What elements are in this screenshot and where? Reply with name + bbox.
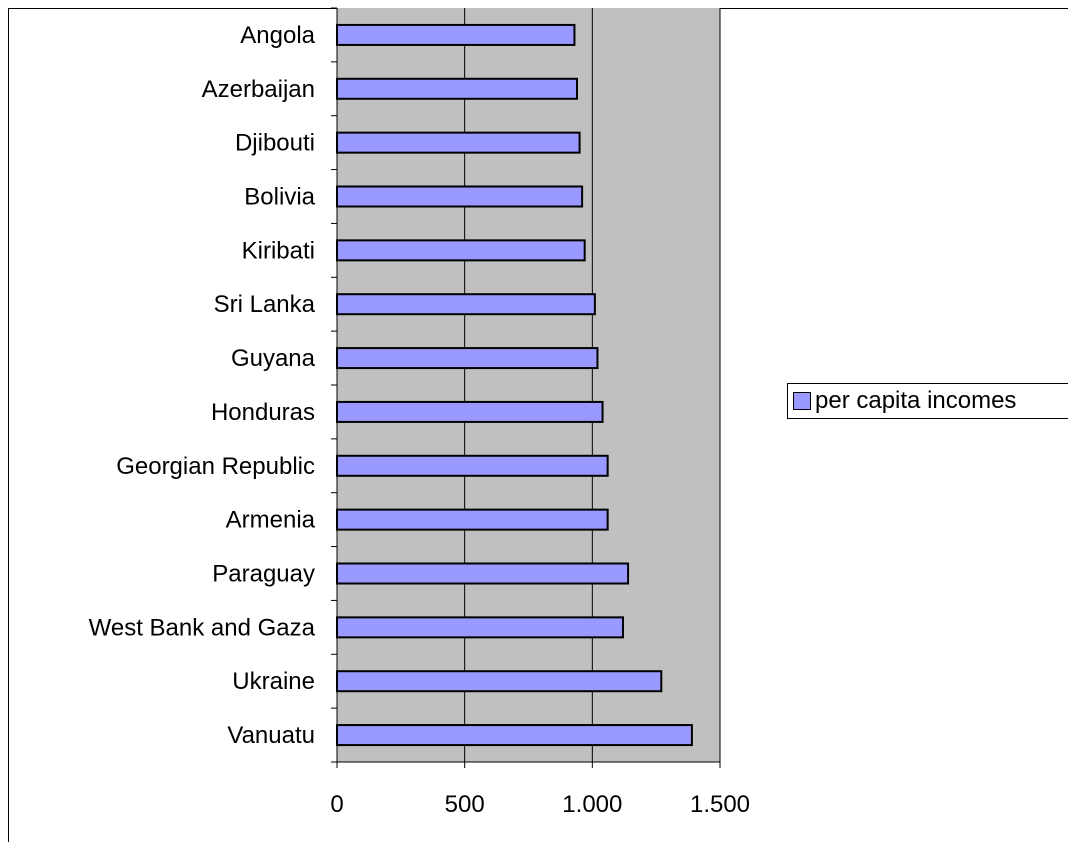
category-label: Djibouti	[235, 130, 315, 157]
legend: per capita incomes	[787, 383, 1068, 419]
bar	[336, 23, 576, 46]
bar	[336, 77, 579, 100]
category-label: Georgian Republic	[116, 453, 315, 480]
category-label: Ukraine	[232, 668, 315, 695]
bar	[336, 508, 609, 531]
plot-area	[337, 8, 720, 762]
category-label: Bolivia	[244, 184, 315, 211]
category-labels: Angola Azerbaijan Djibouti Bolivia Kiribati S…	[89, 22, 316, 749]
bar	[336, 347, 599, 370]
category-label: Guyana	[231, 345, 316, 372]
bar	[336, 293, 596, 316]
x-tick-label: 1.000	[562, 791, 622, 818]
legend-label: per capita incomes	[815, 387, 1017, 414]
bar	[336, 131, 581, 154]
category-label: Kiribati	[242, 237, 315, 264]
category-label: Vanuatu	[227, 722, 315, 749]
category-label: Sri Lanka	[214, 291, 316, 318]
bar	[336, 670, 663, 693]
bar	[336, 400, 604, 423]
bar	[336, 562, 630, 585]
bar	[336, 239, 586, 262]
bar	[336, 724, 693, 747]
category-label: West Bank and Gaza	[89, 614, 316, 641]
axes	[331, 7, 721, 768]
bar	[336, 454, 609, 477]
x-tick-label: 500	[445, 791, 485, 818]
category-label: Azerbaijan	[202, 76, 315, 103]
category-label: Honduras	[211, 399, 315, 426]
bar	[336, 616, 624, 639]
tick-labels: 0 500 1.000 1.500	[330, 791, 750, 818]
category-label: Armenia	[226, 507, 316, 534]
legend-swatch	[793, 392, 811, 410]
bar	[336, 185, 584, 208]
bars	[336, 23, 693, 747]
x-tick-label: 0	[330, 791, 343, 818]
category-label: Paraguay	[212, 561, 315, 588]
x-tick-label: 1.500	[690, 791, 750, 818]
category-label: Angola	[240, 22, 315, 49]
